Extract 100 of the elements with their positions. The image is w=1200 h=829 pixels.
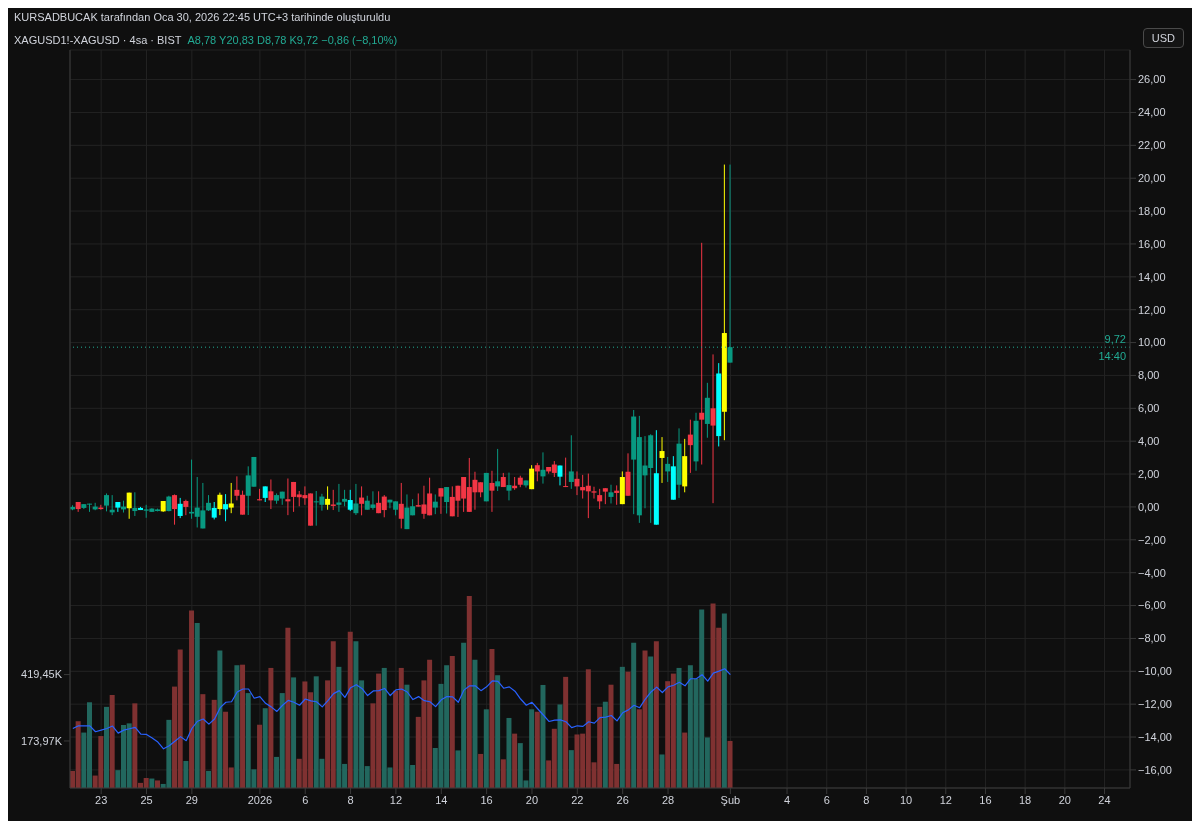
- candlestick: [608, 484, 614, 504]
- candlestick: [665, 456, 671, 483]
- x-tick-label: 29: [185, 793, 198, 806]
- candlestick: [228, 482, 234, 514]
- line-series: [72, 668, 731, 750]
- chart-subtitle: A8,78 Y20,83 D8,78 K9,72 −0,86 (−8,10%): [187, 34, 398, 46]
- bar: [653, 641, 659, 788]
- candlestick: [506, 472, 512, 501]
- candlestick: [710, 353, 716, 504]
- x-tick-label: 8: [863, 793, 870, 806]
- bar: [727, 740, 733, 788]
- y-tick-label: 0,00: [1138, 500, 1160, 513]
- bar: [189, 610, 195, 788]
- candlestick: [625, 452, 631, 497]
- bar: [506, 717, 512, 788]
- bar: [262, 708, 268, 788]
- x-tick-label: 6: [302, 793, 309, 806]
- x-tick-label: 10: [899, 793, 913, 806]
- x-tick-label: 22: [571, 793, 584, 806]
- bar: [257, 724, 263, 788]
- y-tick-label: 8,00: [1138, 369, 1160, 382]
- y-tick-label: 10,00: [1138, 336, 1166, 349]
- candlestick: [177, 497, 183, 519]
- x-tick-label: 25: [140, 793, 153, 806]
- bar: [449, 656, 455, 788]
- bar: [234, 665, 240, 788]
- candlestick: [727, 164, 733, 364]
- bar: [676, 667, 682, 788]
- y-tick-label: 16,00: [1138, 237, 1166, 250]
- chart-title: XAGUSD1!-XAGUSD · 4sa · BIST: [14, 34, 182, 46]
- y-tick-label: −16,00: [1138, 763, 1172, 776]
- bar: [625, 671, 631, 788]
- candlestick: [183, 499, 189, 516]
- bar: [268, 667, 274, 788]
- text: KURSADBUCAK tarafından Oca 30, 2026 22:45 UTC+3 tarihinde oluşturuldu: [14, 11, 391, 23]
- x-tick-label: 4: [784, 793, 791, 806]
- candlestick: [659, 436, 665, 484]
- bar: [619, 666, 625, 788]
- y-tick-label: 14,00: [1138, 270, 1166, 283]
- candlestick: [268, 478, 274, 510]
- candlestick: [540, 451, 546, 485]
- bar: [512, 733, 518, 788]
- bar: [540, 684, 546, 788]
- y-tick-label: 12,00: [1138, 303, 1166, 316]
- bar: [240, 664, 246, 788]
- bar: [285, 627, 291, 788]
- candlestick: [336, 483, 342, 513]
- candlestick: [217, 492, 223, 516]
- bar: [489, 649, 495, 788]
- y-tick-label: 4,00: [1138, 435, 1160, 448]
- candlestick: [330, 489, 336, 511]
- candlestick: [223, 493, 229, 522]
- bar: [631, 642, 637, 788]
- x-tick-label: 12: [939, 793, 952, 806]
- bar: [200, 694, 206, 788]
- candlestick: [126, 492, 132, 520]
- candlestick: [699, 242, 705, 466]
- bar: [682, 732, 688, 788]
- bar: [206, 770, 212, 788]
- candlestick: [325, 485, 331, 511]
- candlestick: [438, 487, 444, 515]
- candlestick: [353, 483, 359, 516]
- y-tick-label: 22,00: [1138, 139, 1166, 152]
- x-tick-label: 8: [347, 793, 354, 806]
- candlestick: [495, 448, 501, 492]
- candlestick: [568, 434, 574, 490]
- bar: [75, 721, 81, 788]
- candlestick: [347, 489, 353, 512]
- x-tick-label: 24: [1098, 793, 1111, 806]
- ref-line-label: 9,72: [1104, 333, 1126, 346]
- bar: [183, 760, 189, 788]
- y-tick-label: −10,00: [1138, 665, 1172, 678]
- y-tick-label: 24,00: [1138, 106, 1166, 119]
- bar: [495, 675, 501, 788]
- y-tick-label: 2,00: [1138, 467, 1160, 480]
- candlestick: [597, 488, 603, 510]
- candlestick: [489, 470, 495, 513]
- x-tick-label: 20: [525, 793, 539, 806]
- y2-tick-label: 173,97K: [21, 734, 63, 747]
- x-tick-label: 28: [661, 793, 675, 806]
- bar: [483, 709, 489, 788]
- x-tick-label: 16: [480, 793, 493, 806]
- x-tick-label: 20: [1058, 793, 1071, 806]
- bar: [648, 656, 654, 788]
- x-tick-label: 18: [1019, 793, 1032, 806]
- candlestick: [432, 493, 438, 515]
- bar: [472, 659, 478, 788]
- annotation: 14:40: [1098, 350, 1126, 363]
- bar: [563, 676, 569, 788]
- bar: [466, 596, 472, 788]
- y-tick-label: 20,00: [1138, 172, 1166, 185]
- candlestick: [444, 486, 450, 515]
- bar: [659, 754, 665, 788]
- candlestick: [398, 482, 404, 529]
- bar: [568, 750, 574, 788]
- x-tick-label: 14: [435, 793, 448, 806]
- bar: [534, 711, 540, 788]
- y-tick-label: −12,00: [1138, 698, 1172, 711]
- x-tick-label: 12: [389, 793, 403, 806]
- candlestick: [534, 462, 540, 482]
